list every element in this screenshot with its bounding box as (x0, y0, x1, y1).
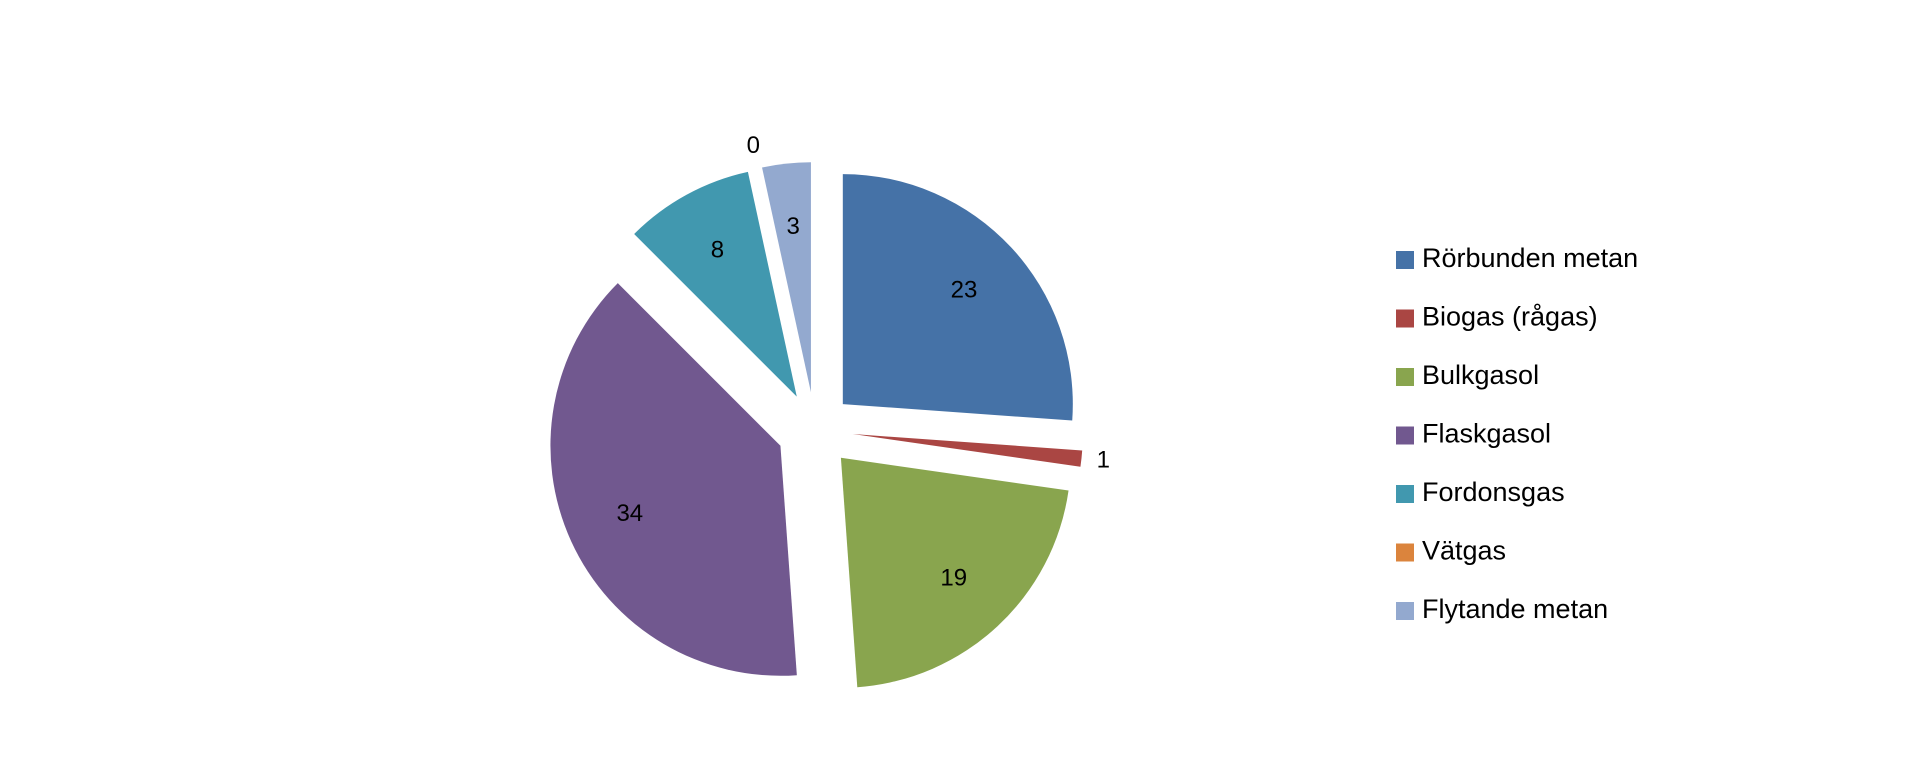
pie-slice (852, 434, 1083, 467)
pie-slice (762, 162, 811, 393)
legend-label: Fordonsgas (1422, 477, 1565, 507)
pie-slice (840, 457, 1069, 688)
legend-swatch (1396, 602, 1414, 620)
legend-label: Biogas (rågas) (1422, 302, 1598, 332)
legend-swatch (1396, 426, 1414, 445)
legend-label: Rörbunden metan (1422, 243, 1638, 273)
data-label: 1 (1097, 446, 1110, 473)
data-label: 23 (951, 277, 978, 304)
data-label: 34 (616, 500, 643, 527)
data-label: 19 (940, 564, 967, 591)
legend-swatch (1396, 543, 1414, 562)
data-label: 3 (787, 213, 800, 240)
legend-swatch (1396, 485, 1414, 503)
legend-label: Vätgas (1422, 536, 1506, 566)
legend-swatch (1396, 309, 1414, 328)
pie-slice (550, 283, 797, 676)
legend-label: Flytande metan (1422, 594, 1608, 624)
legend-swatch (1396, 251, 1414, 269)
legend-label: Bulkgasol (1422, 360, 1539, 390)
legend-swatch (1396, 368, 1414, 386)
legend-label: Flaskgasol (1422, 419, 1551, 449)
pie-slice (842, 174, 1073, 421)
data-label: 8 (711, 237, 724, 264)
pie-slice (634, 171, 797, 397)
data-label: 0 (747, 132, 760, 159)
